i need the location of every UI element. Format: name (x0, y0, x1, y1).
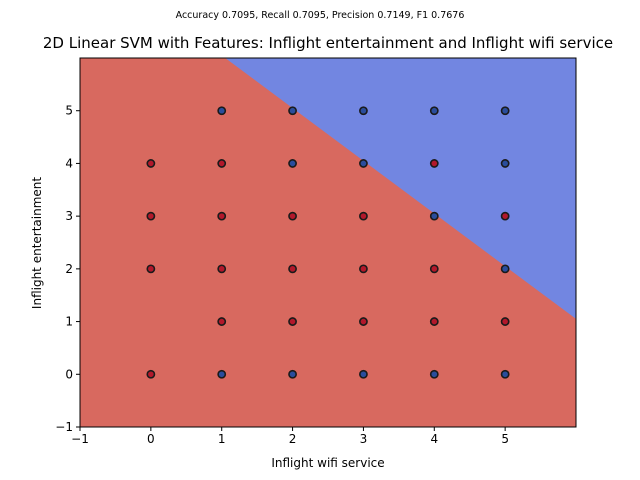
scatter-points (146, 106, 510, 379)
plot-regions (80, 58, 576, 427)
data-point (288, 264, 297, 274)
x-tick-label: 1 (218, 432, 226, 446)
data-point (146, 264, 156, 274)
data-point (359, 159, 368, 168)
data-point (500, 159, 510, 168)
y-tick-label: 1 (65, 315, 73, 329)
y-axis-label: Inflight entertainment (30, 177, 44, 309)
x-tick-label: 4 (430, 432, 438, 446)
data-point (359, 106, 368, 116)
data-point (359, 317, 368, 326)
data-point (429, 264, 439, 274)
data-point (146, 211, 156, 221)
x-tick-label: 5 (501, 432, 509, 446)
data-point (429, 106, 439, 116)
data-point (288, 211, 297, 221)
plot-area (79, 57, 577, 428)
data-point (217, 159, 227, 168)
y-tick-label: 5 (65, 104, 73, 118)
chart-subtitle: Accuracy 0.7095, Recall 0.7095, Precisio… (176, 10, 465, 21)
data-point (288, 106, 297, 116)
data-point (359, 211, 368, 221)
x-tick-label: −1 (71, 432, 89, 446)
x-tick-label: 2 (289, 432, 297, 446)
x-tick-label: 3 (360, 432, 368, 446)
data-point (429, 369, 439, 379)
y-tick-label: 2 (65, 262, 73, 276)
y-axis: −1 0 1 2 3 4 5 (55, 104, 80, 434)
data-point (500, 317, 510, 326)
y-tick-label: 4 (65, 156, 73, 170)
data-point (429, 317, 439, 326)
data-point (288, 369, 297, 379)
x-axis-label: Inflight wifi service (271, 456, 384, 470)
data-point (500, 264, 510, 274)
data-point (146, 369, 156, 379)
y-tick-label: −1 (55, 420, 73, 434)
x-tick-label: 0 (147, 432, 155, 446)
y-tick-label: 3 (65, 209, 73, 223)
data-point (359, 369, 368, 379)
y-tick-label: 0 (65, 367, 73, 381)
x-axis: −1 0 1 2 3 4 5 (71, 427, 509, 446)
data-point (217, 317, 227, 326)
data-point (500, 369, 510, 379)
data-point (217, 369, 227, 379)
data-point (288, 159, 297, 168)
data-point (429, 211, 439, 221)
plot-frame (79, 57, 577, 428)
data-point (500, 211, 510, 221)
data-point (288, 317, 297, 326)
data-point (217, 264, 227, 274)
data-point (500, 106, 510, 116)
chart-title: 2D Linear SVM with Features: Inflight en… (43, 34, 613, 52)
data-point (217, 106, 227, 116)
data-point (217, 211, 227, 221)
data-point (146, 159, 156, 168)
data-point (359, 264, 368, 274)
region-above (225, 58, 576, 319)
data-point (429, 159, 439, 168)
